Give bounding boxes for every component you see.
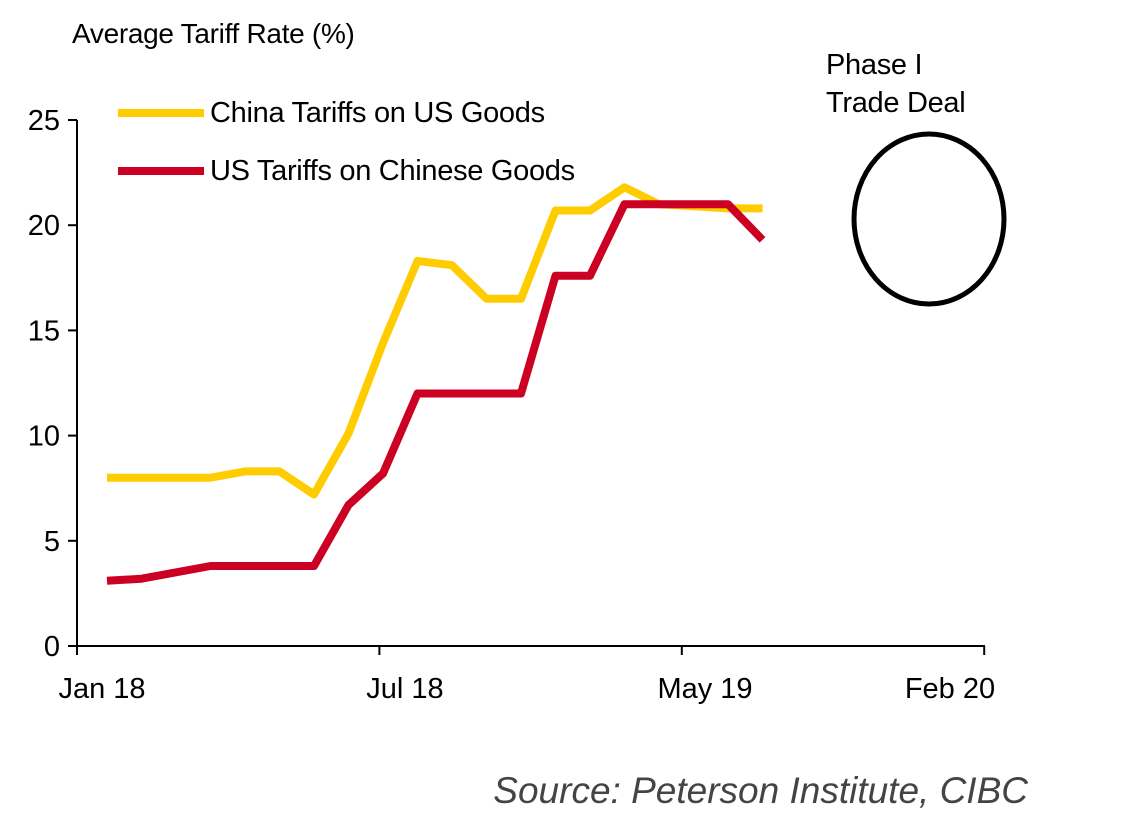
y-tick-label: 25 [28, 105, 60, 137]
annotation-line-1: Phase I [826, 49, 923, 81]
axes: 0 5 10 15 20 25 Jan 18 Jul 18 May 19 Feb 20 [28, 105, 995, 705]
legend-swatch-china [118, 109, 204, 117]
phase-one-annotation: Phase I Trade Deal [826, 46, 966, 122]
phase-one-circle [851, 131, 1007, 307]
x-tick-label: May 19 [657, 673, 752, 705]
y-tick-label: 20 [28, 210, 60, 242]
series-line-0 [107, 183, 763, 499]
legend: China Tariffs on US Goods US Tariffs on … [118, 84, 575, 200]
y-axis-label: Average Tariff Rate (%) [72, 18, 355, 49]
x-tick-label: Jul 18 [366, 673, 443, 705]
legend-swatch-us [118, 167, 204, 175]
series-layer [106, 183, 766, 585]
y-tick-label: 5 [44, 526, 60, 558]
y-tick-label: 10 [28, 421, 60, 453]
source-note: Source: Peterson Institute, CIBC [493, 770, 1028, 811]
legend-item-china: China Tariffs on US Goods [118, 84, 575, 142]
x-tick-label: Jan 18 [58, 673, 145, 705]
series-line-1 [106, 200, 766, 585]
annotation-line-2: Trade Deal [826, 87, 966, 119]
legend-label-us: US Tariffs on Chinese Goods [210, 154, 575, 187]
y-tick-label: 0 [44, 631, 60, 663]
y-tick-label: 15 [28, 315, 60, 347]
legend-label-china: China Tariffs on US Goods [210, 96, 545, 129]
x-tick-label: Feb 20 [905, 673, 995, 705]
legend-item-us: US Tariffs on Chinese Goods [118, 142, 575, 200]
